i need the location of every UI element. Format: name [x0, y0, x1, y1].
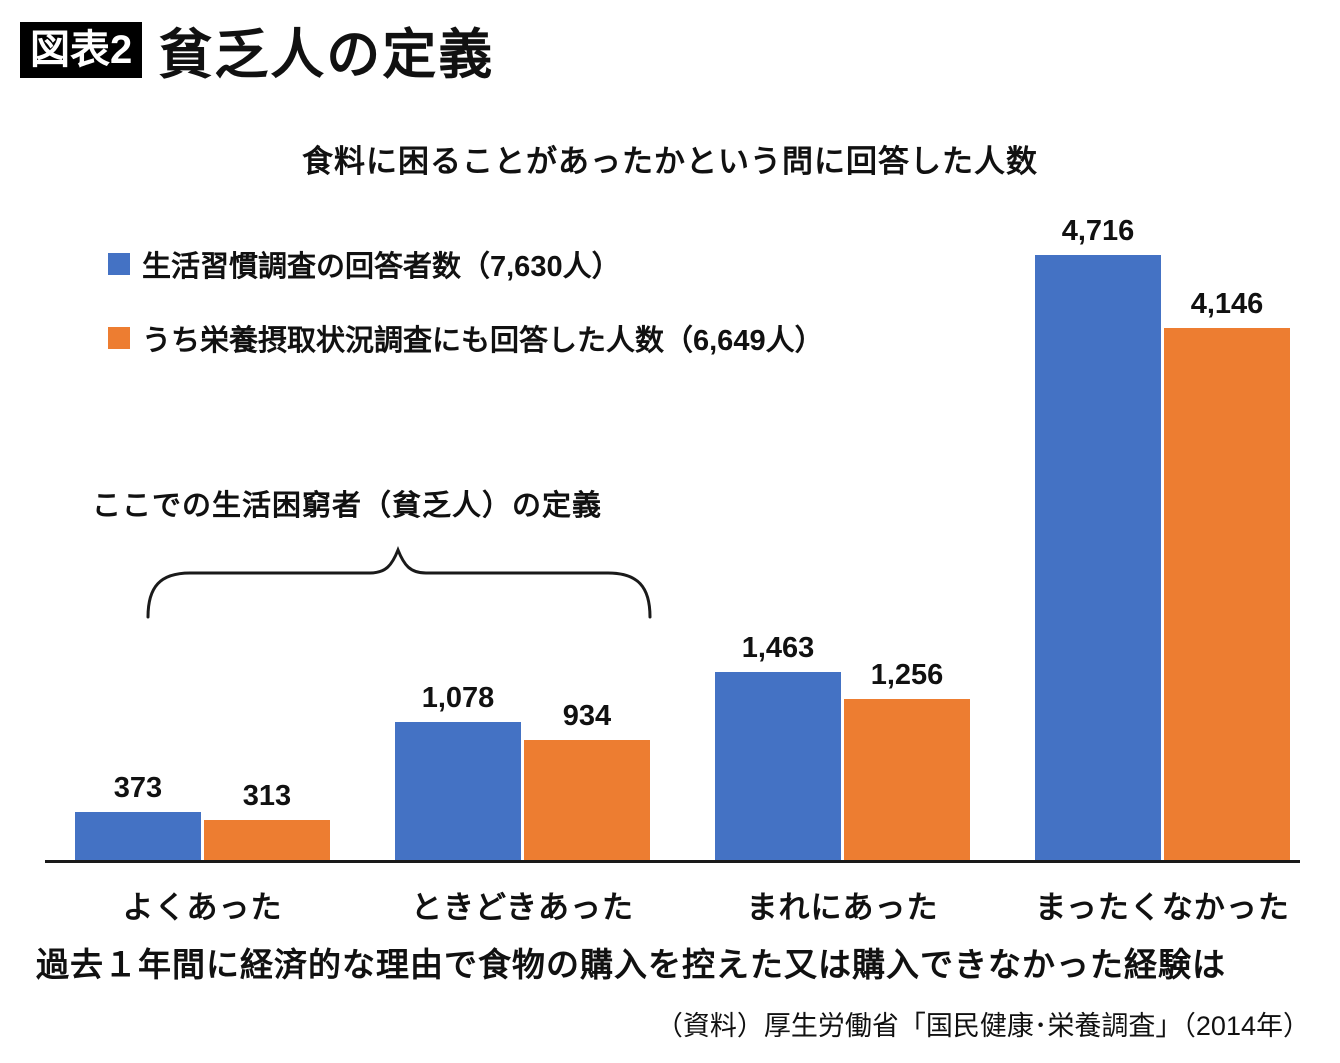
legend: 生活習慣調査の回答者数（7,630人） うち栄養摂取状況調査にも回答した人数（6… — [108, 243, 824, 391]
bar-value-label: 1,463 — [741, 632, 815, 664]
bar-wrap-2-0: 1,463 — [715, 632, 841, 860]
bar-value-label: 373 — [113, 772, 163, 804]
bar-group-3: 4,716 4,146 — [1035, 215, 1290, 860]
annotation-text: ここでの生活困窮者（貧乏人）の定義 — [92, 490, 603, 522]
bar-group-1: 1,078 934 — [395, 682, 650, 860]
legend-label-orange: うち栄養摂取状況調査にも回答した人数（6,649人） — [142, 325, 824, 357]
bar-wrap-3-1: 4,146 — [1164, 288, 1290, 860]
bar-orange-2 — [844, 699, 970, 860]
bar-wrap-0-0: 373 — [75, 772, 201, 860]
legend-swatch-orange-icon — [108, 327, 130, 349]
bar-blue-3 — [1035, 255, 1161, 860]
x-axis-caption: 過去１年間に経済的な理由で食物の購入を控えた又は購入できなかった経験は — [36, 946, 1226, 983]
category-label-2: まれにあった — [746, 890, 939, 925]
bar-value-label: 4,146 — [1190, 288, 1264, 320]
x-axis-line — [45, 860, 1300, 863]
bar-value-label: 4,716 — [1061, 215, 1135, 247]
page-title: 貧乏人の定義 — [158, 25, 495, 85]
plot-area: 373 313 1,078 934 1,463 1,256 4,716 4,146 — [45, 215, 1300, 860]
legend-item-orange: うち栄養摂取状況調査にも回答した人数（6,649人） — [108, 317, 824, 359]
bar-group-2: 1,463 1,256 — [715, 632, 970, 860]
category-label-0: よくあった — [122, 890, 283, 925]
bar-blue-2 — [715, 672, 841, 860]
legend-swatch-blue-icon — [108, 253, 130, 275]
legend-item-blue: 生活習慣調査の回答者数（7,630人） — [108, 243, 824, 285]
bar-group-0: 373 313 — [75, 772, 330, 860]
bar-orange-3 — [1164, 328, 1290, 860]
header: 図表2 貧乏人の定義 — [20, 10, 494, 89]
category-label-3: まったくなかった — [1035, 890, 1290, 925]
bar-wrap-3-0: 4,716 — [1035, 215, 1161, 860]
curly-brace-icon — [146, 545, 652, 619]
bar-orange-0 — [204, 820, 330, 860]
figure-tag: 図表2 — [20, 21, 143, 78]
chart-title: 食料に困ることがあったかという問に回答した人数 — [302, 144, 1038, 179]
legend-label-blue: 生活習慣調査の回答者数（7,630人） — [142, 251, 621, 283]
bar-value-label: 313 — [242, 780, 292, 812]
bar-value-label: 1,078 — [421, 682, 495, 714]
bar-orange-1 — [524, 740, 650, 860]
bar-wrap-2-1: 1,256 — [844, 659, 970, 860]
bar-blue-0 — [75, 812, 201, 860]
bar-blue-1 — [395, 722, 521, 860]
bar-wrap-0-1: 313 — [204, 780, 330, 860]
bar-wrap-1-1: 934 — [524, 700, 650, 860]
source-note: （資料）厚生労働省「国民健康･栄養調査」（2014年） — [655, 1011, 1310, 1041]
bar-value-label: 934 — [562, 700, 612, 732]
category-labels: よくあった ときどきあった まれにあった まったくなかった — [45, 882, 1300, 927]
category-label-1: ときどきあった — [410, 890, 635, 925]
bar-value-label: 1,256 — [870, 659, 944, 691]
bar-wrap-1-0: 1,078 — [395, 682, 521, 860]
